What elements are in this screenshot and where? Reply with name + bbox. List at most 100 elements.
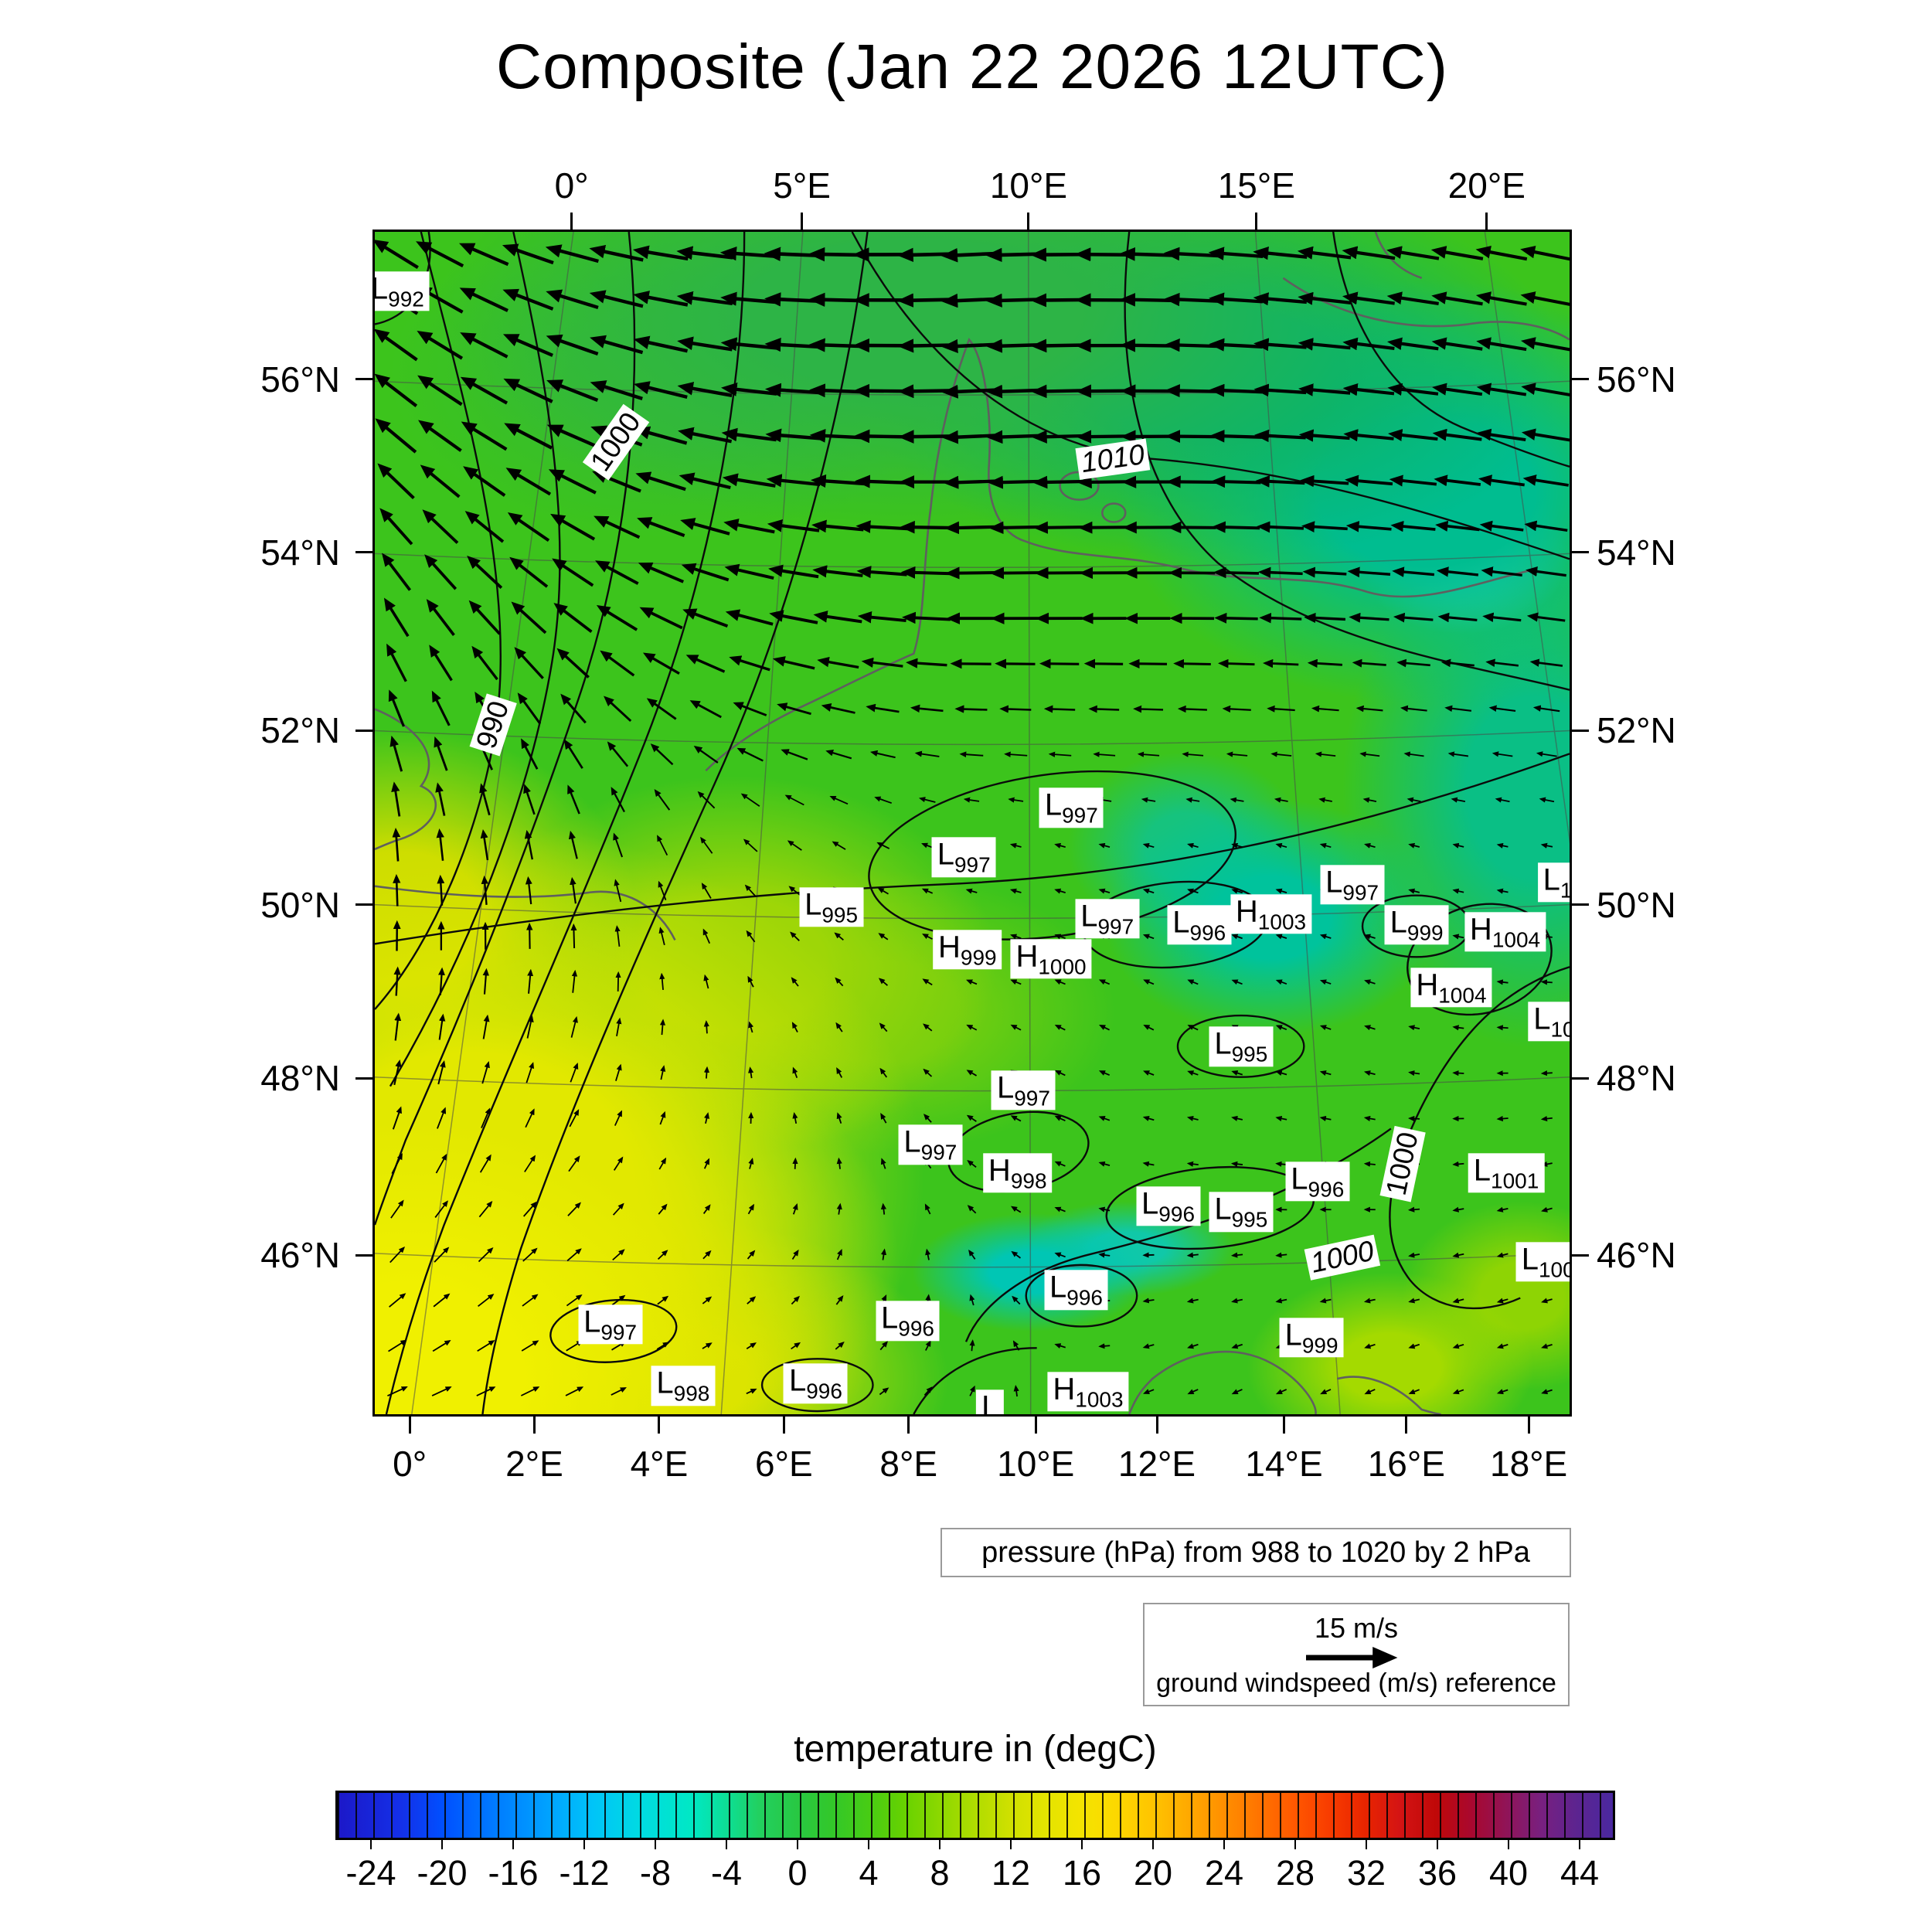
wind-arrow: [481, 875, 489, 905]
lon-label-bottom: 10°E: [997, 1444, 1075, 1484]
wind-arrow: [792, 1157, 798, 1169]
wind-arrow: [968, 1249, 976, 1260]
pressure-center-value: 996: [898, 1316, 934, 1341]
pressure-center-label: L1001: [1468, 1153, 1545, 1193]
colorbar-tick: [868, 1840, 869, 1849]
lon-label-top: 15°E: [1217, 165, 1295, 206]
pressure-center-letter: L: [1044, 787, 1063, 822]
wind-arrow: [967, 1205, 977, 1214]
wind-arrow: [697, 791, 716, 809]
wind-arrow: [702, 1204, 711, 1214]
wind-arrow: [1386, 291, 1439, 306]
pressure-center-letter: L: [1172, 904, 1190, 939]
pressure-center-value: 997: [1097, 914, 1134, 939]
wind-arrow: [1440, 658, 1475, 668]
wind-arrow: [748, 1158, 754, 1169]
lon-label-top: 0°: [554, 165, 589, 206]
wind-arrow: [878, 933, 889, 940]
wind-arrow: [835, 1022, 843, 1032]
lon-tick-bottom: [1405, 1417, 1408, 1434]
wind-arrow: [1054, 1070, 1066, 1077]
wind-arrow: [1431, 337, 1483, 351]
pressure-center-label: L997: [578, 1304, 643, 1345]
colorbar-tick-label: 24: [1204, 1853, 1244, 1893]
wind-arrow: [521, 738, 539, 770]
wind-arrow: [1406, 797, 1421, 803]
pressure-center-letter: L: [788, 1363, 807, 1398]
wind-arrow: [1141, 797, 1156, 803]
wind-arrow: [1099, 1025, 1111, 1031]
wind-arrow: [468, 600, 502, 635]
wind-arrow: [375, 373, 418, 407]
wind-arrow: [1300, 474, 1349, 488]
wind-arrow: [417, 330, 464, 360]
wind-arrow: [821, 703, 855, 714]
wind-arrow: [614, 1110, 622, 1126]
wind-arrow: [1496, 1206, 1509, 1213]
wind-arrow: [1482, 612, 1522, 622]
wind-arrow: [634, 426, 688, 445]
wind-arrow: [880, 1158, 886, 1169]
wind-arrow: [1254, 429, 1306, 443]
wind-arrow-layer: [375, 239, 1570, 1397]
pressure-center-value: 998: [673, 1381, 710, 1406]
wind-arrow: [1408, 1025, 1420, 1031]
wind-arrow: [1004, 751, 1028, 757]
colorbar-tick-label: 0: [787, 1853, 808, 1893]
pressure-center-label: H998: [982, 1153, 1053, 1193]
wind-arrow: [616, 1017, 622, 1036]
wind-arrow: [733, 702, 767, 716]
wind-arrow: [467, 555, 503, 589]
wind-arrow: [391, 1153, 403, 1175]
wind-arrow: [1275, 1070, 1287, 1077]
wind-arrow: [638, 562, 685, 583]
wind-arrow: [1320, 1389, 1332, 1395]
wind-arrow: [646, 698, 677, 720]
wind-arrow: [1451, 797, 1466, 803]
wind-arrow: [923, 1114, 932, 1123]
wind-arrow: [1231, 888, 1243, 894]
wind-arrow: [1432, 428, 1482, 441]
wind-arrow: [611, 1387, 627, 1396]
wind-arrow: [1526, 566, 1566, 577]
wind-arrow: [1435, 520, 1480, 532]
wind-arrow: [393, 1059, 402, 1086]
wind-arrow: [1364, 934, 1376, 940]
wind-arrow: [746, 1342, 757, 1349]
wind-arrow: [724, 563, 774, 580]
wind-arrow: [1054, 934, 1066, 940]
wind-arrow: [521, 1340, 539, 1352]
wind-arrow: [1098, 1343, 1111, 1349]
wind-arrow: [633, 335, 689, 353]
wind-arrow: [1364, 1389, 1376, 1395]
wind-arrow: [1098, 1161, 1111, 1167]
pressure-center-value: 997: [1062, 803, 1098, 828]
wind-arrow: [525, 876, 532, 905]
pressure-center-value: 999: [1301, 1332, 1338, 1357]
wind-arrow: [986, 384, 1043, 399]
wind-arrow: [524, 829, 533, 860]
wind-arrow: [1257, 521, 1304, 533]
wind-arrow: [1541, 1206, 1553, 1213]
colorbar-tick-label: -20: [417, 1853, 468, 1893]
wind-arrow: [1496, 979, 1509, 985]
wind-arrow: [965, 888, 978, 894]
wind-arrow: [1452, 934, 1464, 940]
wind-arrow: [1349, 612, 1389, 623]
pressure-center-value: 10: [1550, 1017, 1570, 1042]
wind-reference-arrow-icon: [1306, 1647, 1398, 1668]
wind-arrow: [1481, 566, 1522, 577]
wind-arrow: [836, 1157, 842, 1169]
colorbar-tick: [1152, 1840, 1154, 1849]
pressure-center-value: 997: [954, 852, 991, 877]
wind-arrow: [1526, 612, 1566, 622]
wind-arrow: [1430, 246, 1484, 260]
wind-arrow: [570, 876, 577, 904]
wind-arrow: [1231, 979, 1243, 985]
wind-arrow: [511, 601, 547, 634]
wind-arrow: [1541, 1298, 1553, 1304]
wind-arrow: [659, 972, 665, 991]
wind-arrow: [1075, 384, 1131, 398]
wind-arrow: [388, 1339, 407, 1352]
pressure-center-value: 999: [960, 945, 997, 970]
